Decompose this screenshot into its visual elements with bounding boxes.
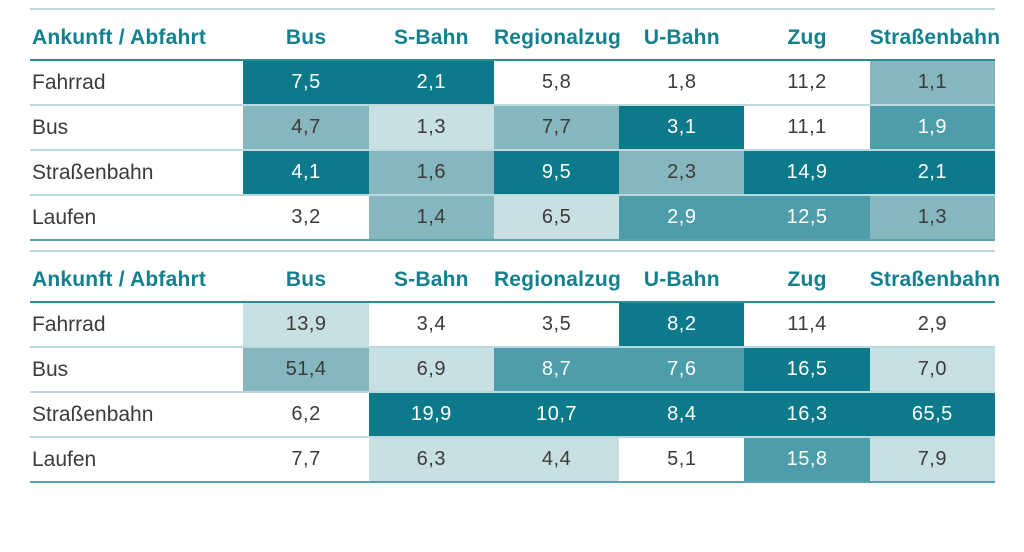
table-row: Straßenbahn 6,2 19,9 10,7 8,4 16,3 65,5 [30,393,995,438]
arrival-departure-table-2: Ankunft / Abfahrt Bus S-Bahn Regionalzug… [30,250,1000,483]
column-header-sbahn: S-Bahn [368,252,494,303]
table-row: Bus 51,4 6,9 8,7 7,6 16,5 7,0 [30,348,995,393]
row-label-strassenbahn: Straßenbahn [30,151,244,196]
header-row: Ankunft / Abfahrt Bus S-Bahn Regionalzug… [30,252,1000,303]
table-cell: 1,1 [869,61,995,106]
page: Ankunft / Abfahrt Bus S-Bahn Regionalzug… [30,8,1000,483]
table-cell: 8,7 [493,348,620,393]
table-cell: 2,3 [619,151,745,196]
column-header-strassenbahn: Straßenbahn [869,10,1000,61]
row-label-fahrrad: Fahrrad [30,303,244,348]
table-cell: 8,4 [619,393,745,438]
table-cell: 6,2 [243,393,369,438]
table-cell: 2,1 [869,151,995,196]
table-cell: 15,8 [744,438,870,483]
table-cell: 7,7 [243,438,369,483]
table-cell: 51,4 [243,348,369,393]
table-cell: 11,2 [744,61,870,106]
table-cell: 1,4 [368,196,494,241]
table-cell: 7,0 [869,348,995,393]
row-label-fahrrad: Fahrrad [30,61,244,106]
table-cell: 2,9 [869,303,995,348]
row-label-laufen: Laufen [30,438,244,483]
table-cell: 6,3 [368,438,494,483]
table-cell: 3,2 [243,196,369,241]
table-cell: 5,1 [619,438,745,483]
table-cell: 4,4 [493,438,620,483]
table-cell: 7,7 [493,106,620,151]
table-cell: 11,1 [744,106,870,151]
corner-header: Ankunft / Abfahrt [30,10,244,61]
table-cell: 7,6 [619,348,745,393]
header-row: Ankunft / Abfahrt Bus S-Bahn Regionalzug… [30,10,1000,61]
table-cell: 13,9 [243,303,369,348]
table-cell: 16,5 [744,348,870,393]
table-cell: 6,9 [368,348,494,393]
table-cell: 4,7 [243,106,369,151]
row-label-bus: Bus [30,348,244,393]
column-header-zug: Zug [744,252,870,303]
row-label-laufen: Laufen [30,196,244,241]
table-cell: 12,5 [744,196,870,241]
column-header-bus: Bus [243,10,369,61]
table-cell: 3,4 [368,303,494,348]
table-cell: 2,1 [368,61,494,106]
table-cell: 3,5 [493,303,620,348]
table-cell: 65,5 [869,393,995,438]
table-row: Laufen 3,2 1,4 6,5 2,9 12,5 1,3 [30,196,995,241]
table-cell: 2,9 [619,196,745,241]
heatmap-table-2: Ankunft / Abfahrt Bus S-Bahn Regionalzug… [30,252,1000,483]
column-header-strassenbahn: Straßenbahn [869,252,1000,303]
table-cell: 1,6 [368,151,494,196]
column-header-zug: Zug [744,10,870,61]
row-label-bus: Bus [30,106,244,151]
table-cell: 1,3 [869,196,995,241]
table-cell: 14,9 [744,151,870,196]
corner-header: Ankunft / Abfahrt [30,252,244,303]
arrival-departure-table-1: Ankunft / Abfahrt Bus S-Bahn Regionalzug… [30,8,1000,241]
table-cell: 19,9 [368,393,494,438]
table-row: Bus 4,7 1,3 7,7 3,1 11,1 1,9 [30,106,995,151]
table-cell: 9,5 [493,151,620,196]
table-cell: 5,8 [493,61,620,106]
table-cell: 16,3 [744,393,870,438]
table-row: Straßenbahn 4,1 1,6 9,5 2,3 14,9 2,1 [30,151,995,196]
column-header-bus: Bus [243,252,369,303]
table-cell: 1,8 [619,61,745,106]
column-header-ubahn: U-Bahn [619,252,745,303]
column-header-regionalzug: Regionalzug [493,10,621,61]
table-cell: 4,1 [243,151,369,196]
column-header-sbahn: S-Bahn [368,10,494,61]
column-header-regionalzug: Regionalzug [493,252,621,303]
table-cell: 11,4 [744,303,870,348]
table-cell: 7,9 [869,438,995,483]
table-row: Laufen 7,7 6,3 4,4 5,1 15,8 7,9 [30,438,995,483]
table-row: Fahrrad 7,5 2,1 5,8 1,8 11,2 1,1 [30,61,995,106]
heatmap-table-1: Ankunft / Abfahrt Bus S-Bahn Regionalzug… [30,10,1000,241]
table-cell: 3,1 [619,106,745,151]
table-cell: 6,5 [493,196,620,241]
table-cell: 8,2 [619,303,745,348]
table-cell: 7,5 [243,61,369,106]
table-cell: 1,3 [368,106,494,151]
table-row: Fahrrad 13,9 3,4 3,5 8,2 11,4 2,9 [30,303,995,348]
table-cell: 10,7 [493,393,620,438]
table-cell: 1,9 [869,106,995,151]
column-header-ubahn: U-Bahn [619,10,745,61]
row-label-strassenbahn: Straßenbahn [30,393,244,438]
